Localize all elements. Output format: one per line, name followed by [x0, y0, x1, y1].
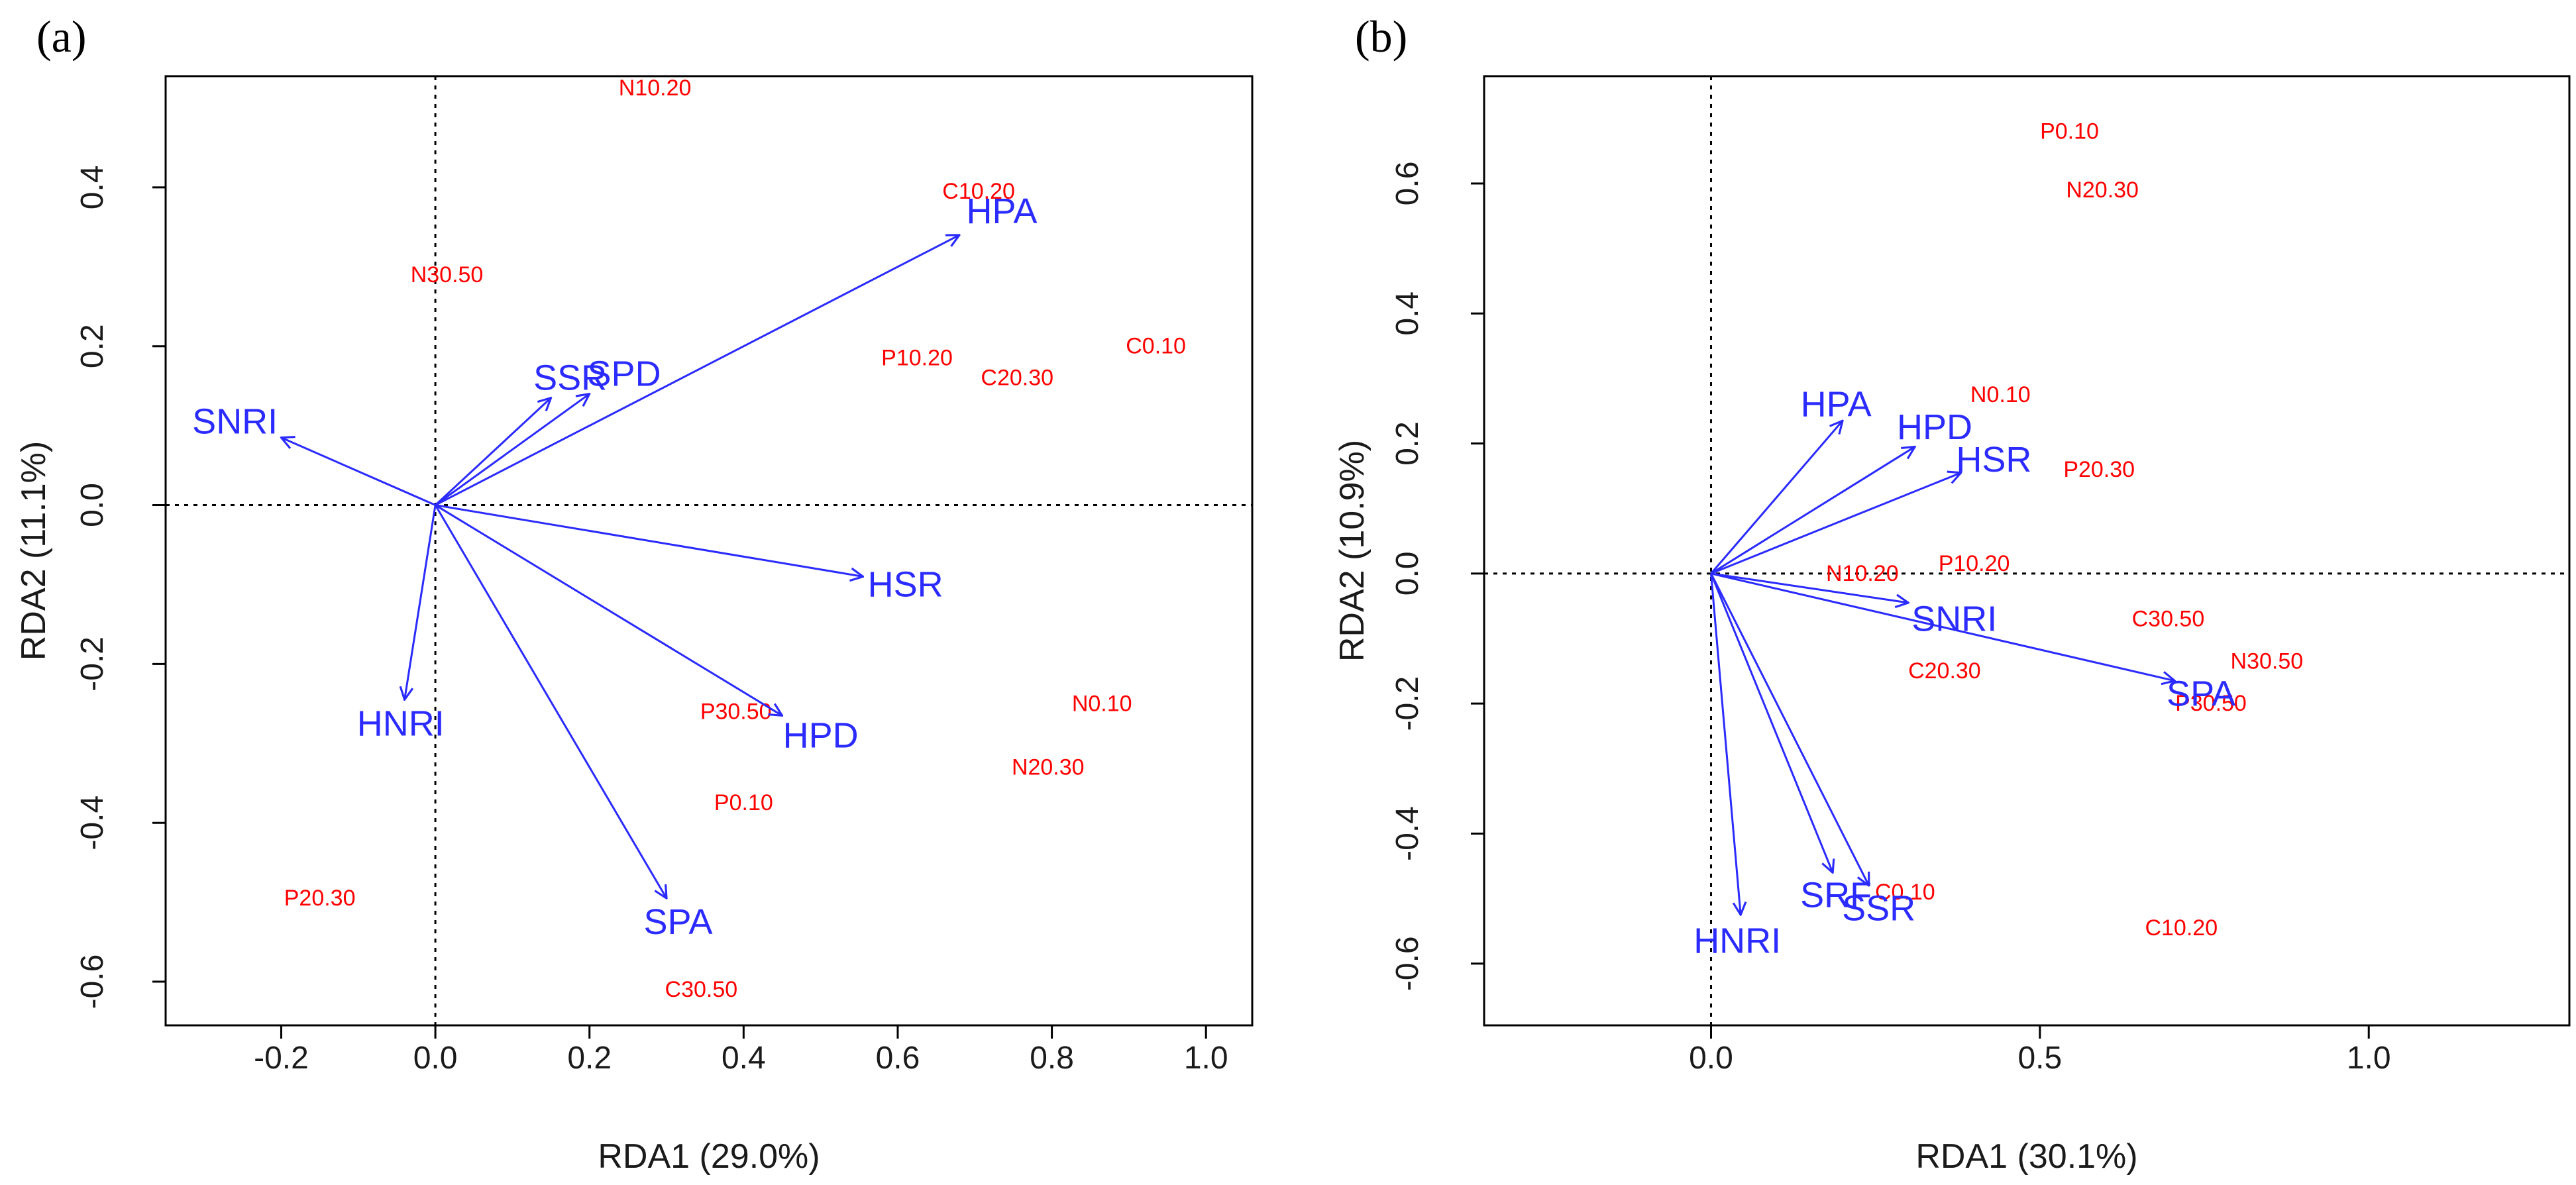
variable-arrow — [435, 504, 863, 577]
y-tick-label: 0.0 — [75, 483, 110, 527]
x-tick-label: -0.2 — [254, 1041, 309, 1076]
sample-label: P10.20 — [1939, 551, 2010, 576]
sample-label: P10.20 — [881, 346, 953, 371]
sample-label: N0.10 — [1970, 382, 2031, 407]
variable-label: SNRI — [192, 402, 278, 442]
variable-arrow — [1710, 573, 1833, 872]
variable-label: HSR — [868, 564, 943, 604]
plot-frame — [164, 75, 1254, 1027]
sample-label: P30.50 — [700, 699, 772, 724]
sample-label: N10.20 — [619, 76, 692, 101]
variable-arrow — [435, 394, 590, 506]
sample-label: N0.10 — [1072, 691, 1132, 716]
x-tick-label: 1.0 — [1184, 1041, 1228, 1076]
x-tick-label: 0.8 — [1030, 1041, 1074, 1076]
x-axis-title: RDA1 (29.0%) — [598, 1137, 820, 1176]
variable-arrow — [1710, 573, 1868, 886]
y-axis-title: RDA2 (10.9%) — [1333, 440, 1371, 662]
variable-label: HNRI — [357, 703, 445, 743]
x-tick-label: 0.2 — [567, 1041, 612, 1076]
variable-label: SPA — [643, 902, 712, 942]
variable-arrow — [1710, 421, 1843, 574]
variable-arrow — [1710, 446, 1915, 575]
plot-frame — [1483, 75, 2571, 1027]
sample-label: C20.30 — [981, 366, 1053, 391]
variable-label: SSR — [533, 358, 607, 398]
y-tick-label: -0.6 — [1390, 936, 1425, 991]
y-tick-label: -0.2 — [75, 637, 110, 692]
variable-arrow — [435, 398, 551, 506]
variable-label: HPD — [1897, 407, 1972, 447]
x-tick-label: 0.6 — [876, 1041, 920, 1076]
sample-label: N30.50 — [411, 262, 484, 287]
y-axis-title: RDA2 (11.1%) — [15, 441, 53, 660]
x-tick-label: 0.5 — [2017, 1041, 2062, 1076]
x-tick-label: 0.4 — [722, 1041, 766, 1076]
y-tick-label: -0.2 — [1390, 676, 1425, 731]
sample-label: C10.20 — [2145, 915, 2218, 941]
sample-label: C30.50 — [665, 977, 738, 1002]
panel-label: (b) — [1355, 11, 1407, 62]
y-tick-label: 0.6 — [1390, 162, 1425, 206]
x-tick-label: 0.0 — [1689, 1041, 1733, 1076]
variable-arrow — [1711, 572, 1908, 603]
panel-b: (b) 0.0 0.5 1.0 -0.6 -0.4 -0.2 0.0 0.2 0.4 0.6 RDA1… — [1333, 11, 2571, 1176]
variable-arrow — [1710, 473, 1960, 575]
x-axis-title: RDA1 (30.1%) — [1915, 1137, 2137, 1176]
sample-label: C20.30 — [1908, 658, 1981, 684]
panel-a: (a) -0.2 0.0 0.2 0.4 0.6 0.8 1.0 -0.6 -0.4 -0.2 0.0… — [15, 11, 1254, 1176]
y-tick-label: 0.0 — [1390, 551, 1425, 595]
variable-label: HPD — [783, 715, 859, 755]
variable-arrow — [434, 504, 667, 899]
y-tick-label: 0.2 — [75, 324, 110, 368]
variable-arrow — [281, 438, 436, 506]
y-tick-label: -0.4 — [1390, 806, 1425, 861]
variable-label: SSR — [1842, 888, 1915, 928]
variable-label: SPD — [588, 354, 661, 394]
sample-label: C30.50 — [2132, 607, 2205, 632]
variable-label: SPA — [2167, 674, 2235, 713]
variable-label: HNRI — [1693, 921, 1781, 960]
sample-label: N20.30 — [1012, 754, 1085, 780]
variable-arrow — [405, 505, 437, 700]
sample-label: P0.10 — [714, 790, 773, 815]
sample-label: P30.50 — [2175, 691, 2247, 716]
sample-label: P0.10 — [2040, 119, 2099, 144]
variable-arrow — [1709, 573, 1741, 915]
sample-label: P20.30 — [284, 886, 356, 911]
sample-label: C0.10 — [1875, 880, 1935, 905]
variable-label: SNRI — [1911, 599, 1997, 639]
variable-label: HSR — [1956, 440, 2031, 480]
y-tick-label: 0.4 — [1390, 291, 1425, 336]
sample-label: C0.10 — [1126, 334, 1186, 359]
y-tick-label: -0.4 — [75, 796, 110, 850]
variable-label: HPA — [1801, 385, 1872, 425]
x-tick-label: 0.0 — [413, 1041, 458, 1076]
variable-label: HPA — [966, 191, 1037, 231]
sample-label: N20.30 — [2066, 178, 2139, 203]
x-tick-label: 1.0 — [2347, 1041, 2391, 1076]
variable-arrow — [435, 235, 959, 506]
sample-label: N30.50 — [2231, 648, 2304, 674]
y-tick-label: 0.4 — [75, 166, 110, 210]
sample-label: N10.20 — [1826, 561, 1899, 586]
y-tick-label: -0.6 — [75, 954, 110, 1009]
sample-label: C10.20 — [942, 179, 1015, 204]
panel-label: (a) — [36, 11, 86, 62]
sample-label: P20.30 — [2063, 457, 2135, 482]
y-tick-label: 0.2 — [1390, 421, 1425, 466]
variable-arrow — [1711, 572, 2174, 681]
variable-arrow — [435, 504, 782, 716]
